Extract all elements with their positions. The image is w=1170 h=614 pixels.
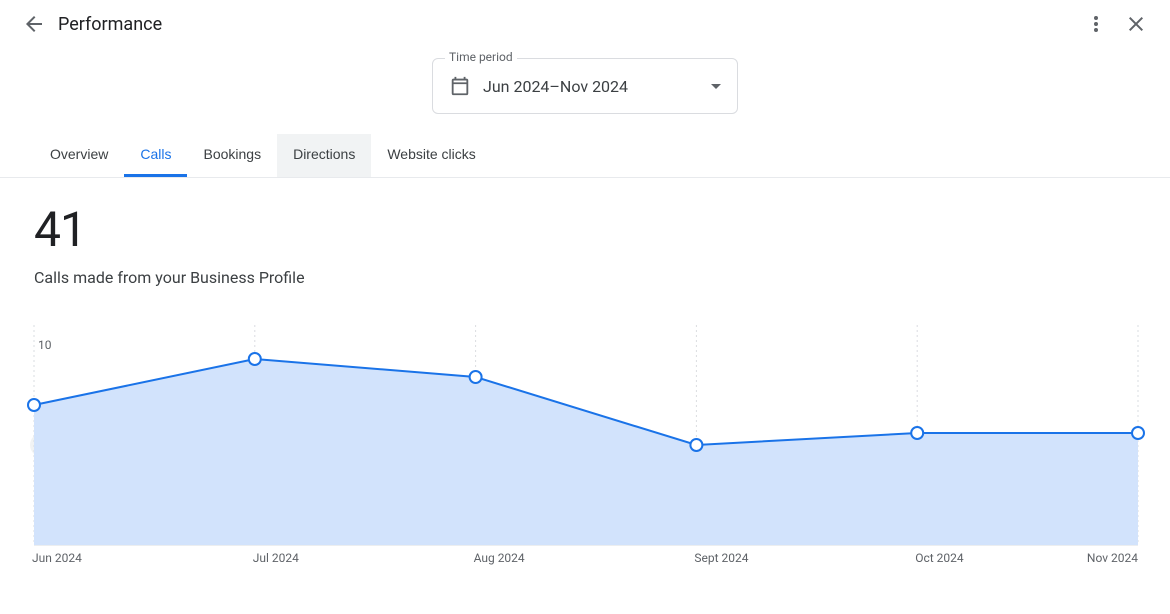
header-bar: Performance [0, 0, 1170, 48]
calendar-icon [449, 75, 471, 97]
metric-tabs: OverviewCallsBookingsDirectionsWebsite c… [0, 114, 1170, 178]
metric-description: Calls made from your Business Profile [34, 268, 1136, 287]
chart-point[interactable] [1132, 427, 1144, 439]
tab-calls[interactable]: Calls [124, 134, 187, 177]
metric-total: 41 [34, 206, 1136, 254]
chart-point[interactable] [690, 439, 702, 451]
time-period-select[interactable]: Time period Jun 2024–Nov 2024 [432, 58, 738, 114]
tab-overview[interactable]: Overview [34, 134, 124, 177]
chart-svg [34, 325, 1138, 545]
x-axis-tick: Nov 2024 [1087, 551, 1138, 565]
chart-point[interactable] [911, 427, 923, 439]
time-period-row: Time period Jun 2024–Nov 2024 [0, 48, 1170, 114]
chart-point[interactable] [28, 399, 40, 411]
chart-area [34, 359, 1138, 545]
close-icon [1124, 12, 1148, 36]
arrow-back-icon [22, 12, 46, 36]
tab-bookings[interactable]: Bookings [187, 134, 277, 177]
close-button[interactable] [1116, 4, 1156, 44]
back-button[interactable] [14, 4, 54, 44]
x-axis-tick: Oct 2024 [915, 551, 963, 565]
x-axis-tick: Aug 2024 [474, 551, 525, 565]
tab-directions[interactable]: Directions [277, 134, 371, 177]
time-period-value: Jun 2024–Nov 2024 [483, 77, 711, 96]
x-axis-tick: Jun 2024 [32, 551, 82, 565]
more-vert-icon [1084, 12, 1108, 36]
page-title: Performance [58, 14, 162, 35]
x-axis-tick: Jul 2024 [253, 551, 299, 565]
time-period-legend: Time period [445, 51, 517, 63]
tab-website-clicks[interactable]: Website clicks [371, 134, 491, 177]
dropdown-arrow-icon [711, 84, 721, 89]
more-options-button[interactable] [1076, 4, 1116, 44]
content-area: 41 Calls made from your Business Profile… [0, 178, 1170, 545]
chart-point[interactable] [249, 353, 261, 365]
x-axis-tick: Sept 2024 [694, 551, 748, 565]
calls-chart: 510Jun 2024Jul 2024Aug 2024Sept 2024Oct … [34, 325, 1138, 545]
chart-point[interactable] [470, 371, 482, 383]
